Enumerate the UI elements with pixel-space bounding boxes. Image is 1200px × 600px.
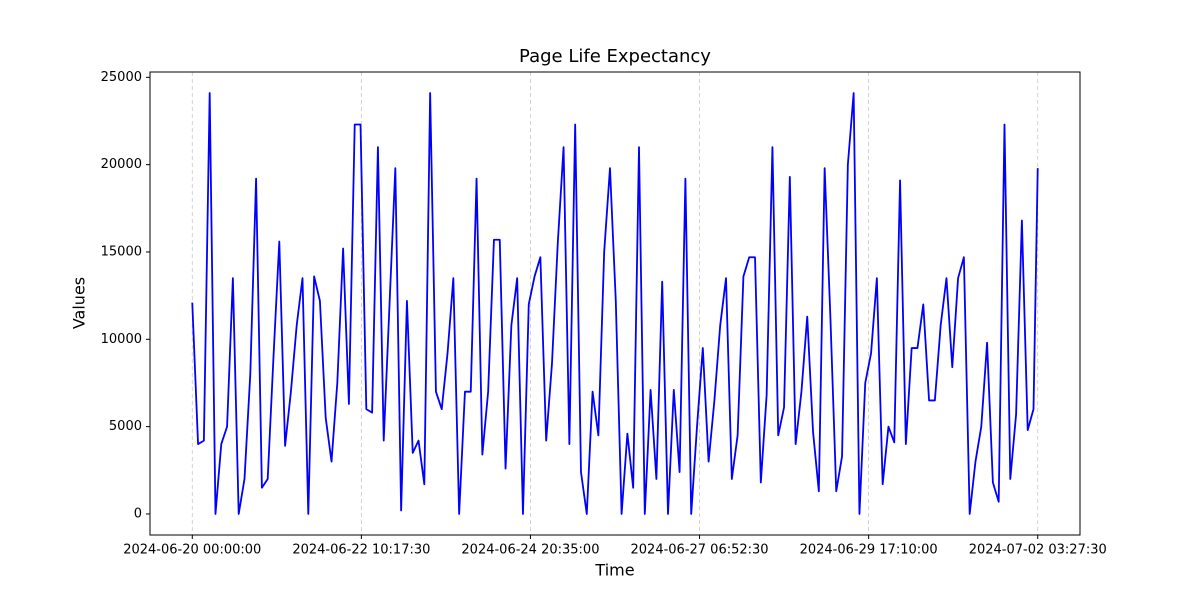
x-tick-label: 2024-06-27 06:52:30 xyxy=(631,543,769,558)
y-tick-label: 5000 xyxy=(109,419,142,434)
x-tick-label: 2024-06-24 20:35:00 xyxy=(461,543,599,558)
chart-title: Page Life Expectancy xyxy=(519,46,711,67)
x-tick-label: 2024-07-02 03:27:30 xyxy=(969,543,1107,558)
plot-frame xyxy=(149,71,1081,536)
x-tick-label: 2024-06-29 17:10:00 xyxy=(800,543,938,558)
data-line xyxy=(191,92,1039,515)
x-tick-label: 2024-06-20 00:00:00 xyxy=(123,543,261,558)
y-tick-label: 25000 xyxy=(101,70,142,85)
y-axis-label: Values xyxy=(70,277,89,329)
x-axis-label: Time xyxy=(594,561,634,580)
y-tick-label: 15000 xyxy=(101,244,142,259)
y-tick-label: 10000 xyxy=(101,332,142,347)
y-tick-label: 20000 xyxy=(101,157,142,172)
y-tick-label: 0 xyxy=(134,506,142,521)
x-tick-label: 2024-06-22 10:17:30 xyxy=(292,543,430,558)
